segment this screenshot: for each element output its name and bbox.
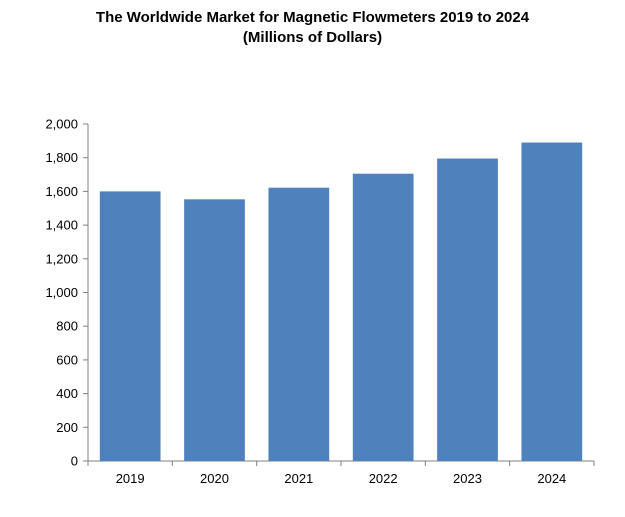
chart-title-block: The Worldwide Market for Magnetic Flowme… bbox=[0, 8, 625, 48]
y-tick-label: 400 bbox=[56, 386, 78, 401]
x-tick-label: 2022 bbox=[369, 471, 398, 486]
y-tick-label: 1,000 bbox=[45, 285, 78, 300]
bar bbox=[521, 142, 583, 461]
chart-subtitle: (Millions of Dollars) bbox=[242, 29, 383, 46]
y-tick-label: 1,200 bbox=[45, 251, 78, 266]
y-tick-label: 1,800 bbox=[45, 150, 78, 165]
x-tick-label: 2019 bbox=[116, 471, 145, 486]
y-tick-label: 0 bbox=[71, 454, 78, 469]
x-tick-label: 2021 bbox=[284, 471, 313, 486]
x-tick-label: 2024 bbox=[537, 471, 566, 486]
bar bbox=[184, 199, 245, 461]
y-tick-label: 2,000 bbox=[45, 117, 78, 132]
bar bbox=[99, 191, 161, 461]
y-tick-label: 800 bbox=[56, 319, 78, 334]
x-tick-label: 2020 bbox=[200, 471, 229, 486]
bar bbox=[437, 158, 498, 462]
x-tick-label: 2023 bbox=[453, 471, 482, 486]
y-tick-label: 1,600 bbox=[45, 184, 78, 199]
chart-title: The Worldwide Market for Magnetic Flowme… bbox=[95, 9, 530, 26]
bar bbox=[352, 173, 414, 461]
y-tick-label: 1,400 bbox=[45, 218, 78, 233]
y-tick-label: 600 bbox=[56, 352, 78, 367]
bar bbox=[268, 187, 330, 461]
y-tick-label: 200 bbox=[56, 420, 78, 435]
